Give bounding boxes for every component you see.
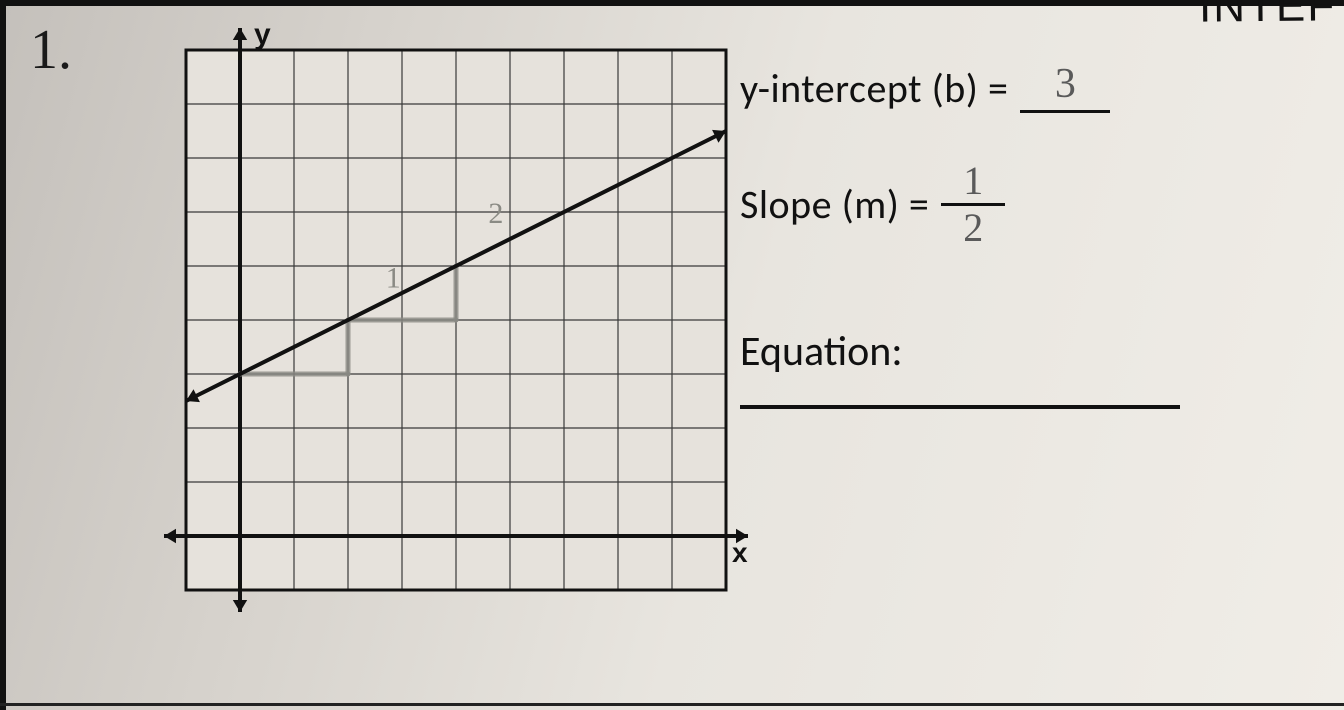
slope-numerator: 1	[941, 161, 1005, 206]
page-border-top	[0, 0, 1344, 6]
worksheet-page: INTEF 1. 12yx y-intercept (b) = 3 Slope …	[0, 0, 1344, 710]
y-intercept-value[interactable]: 3	[1020, 60, 1110, 113]
slope-label: Slope (m) =	[740, 180, 929, 229]
slope-denominator: 2	[963, 206, 983, 248]
answer-column: y-intercept (b) = 3 Slope (m) = 1 2 Equa…	[740, 60, 1310, 409]
y-intercept-label: y-intercept (b) =	[740, 64, 1008, 113]
slope-value[interactable]: 1 2	[941, 161, 1005, 248]
svg-text:2: 2	[488, 197, 503, 230]
header-fragment: INTEF	[1199, 0, 1337, 33]
svg-text:x: x	[732, 537, 748, 568]
graph-container: 12yx	[160, 24, 700, 624]
y-intercept-field: y-intercept (b) = 3	[740, 60, 1310, 113]
svg-text:y: y	[254, 24, 271, 51]
coordinate-graph: 1 2 y x	[160, 24, 752, 616]
slope-field: Slope (m) = 1 2	[740, 161, 1310, 248]
page-border-left	[0, 0, 6, 710]
equation-blank[interactable]	[740, 405, 1180, 409]
question-number: 1.	[30, 18, 72, 82]
page-border-bottom	[0, 703, 1344, 706]
equation-label: Equation:	[740, 326, 1310, 377]
svg-text:1: 1	[386, 262, 401, 295]
